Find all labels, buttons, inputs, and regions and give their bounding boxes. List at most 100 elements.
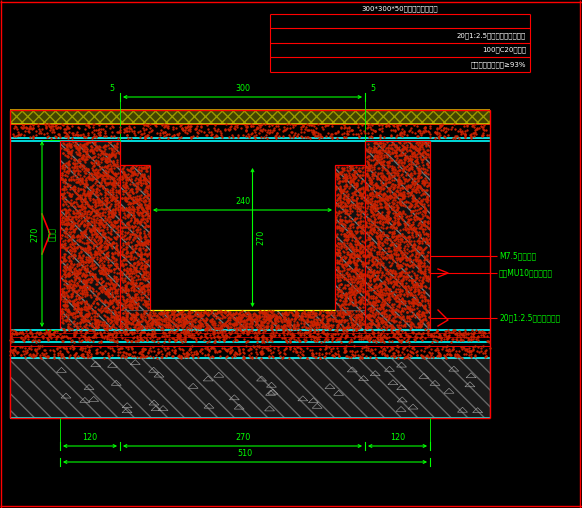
Point	[151, 308, 160, 316]
Point	[372, 183, 381, 191]
Point	[398, 237, 407, 245]
Point	[313, 319, 322, 327]
Point	[420, 259, 429, 267]
Point	[412, 347, 421, 355]
Point	[379, 332, 389, 340]
Point	[160, 128, 169, 136]
Point	[105, 240, 114, 248]
Point	[70, 313, 80, 322]
Point	[93, 224, 102, 232]
Point	[94, 266, 104, 274]
Point	[413, 273, 422, 281]
Point	[81, 268, 90, 276]
Point	[127, 168, 137, 176]
Point	[124, 200, 133, 208]
Point	[391, 216, 400, 225]
Point	[61, 132, 70, 140]
Point	[169, 328, 179, 336]
Point	[403, 260, 412, 268]
Point	[59, 333, 68, 341]
Point	[388, 345, 397, 353]
Point	[104, 329, 113, 337]
Point	[79, 332, 88, 340]
Point	[319, 320, 328, 328]
Point	[284, 335, 293, 343]
Point	[139, 218, 148, 226]
Point	[333, 183, 342, 192]
Point	[374, 321, 383, 329]
Point	[385, 140, 394, 148]
Point	[414, 127, 423, 135]
Point	[342, 327, 352, 335]
Point	[424, 303, 434, 311]
Point	[121, 321, 130, 329]
Point	[210, 333, 219, 341]
Point	[130, 232, 139, 240]
Point	[407, 194, 417, 202]
Point	[423, 212, 432, 220]
Point	[363, 182, 372, 190]
Point	[102, 150, 112, 158]
Point	[130, 282, 139, 290]
Point	[140, 235, 150, 243]
Point	[138, 197, 147, 205]
Point	[416, 281, 425, 290]
Point	[120, 316, 130, 325]
Point	[341, 327, 350, 335]
Point	[373, 310, 382, 318]
Point	[413, 295, 422, 303]
Point	[184, 324, 194, 332]
Point	[109, 187, 118, 196]
Point	[298, 133, 307, 141]
Point	[95, 242, 105, 250]
Point	[255, 123, 264, 131]
Point	[363, 252, 372, 261]
Point	[86, 190, 95, 198]
Point	[68, 129, 77, 137]
Point	[387, 205, 396, 213]
Point	[258, 321, 267, 329]
Point	[388, 239, 398, 247]
Point	[302, 310, 311, 318]
Point	[349, 293, 359, 301]
Point	[184, 350, 193, 358]
Point	[161, 321, 171, 329]
Point	[111, 222, 120, 230]
Point	[333, 209, 342, 217]
Point	[371, 288, 380, 296]
Point	[124, 175, 133, 183]
Point	[347, 126, 357, 134]
Point	[232, 336, 241, 344]
Point	[81, 207, 90, 215]
Point	[108, 312, 118, 321]
Point	[106, 220, 115, 229]
Point	[417, 293, 426, 301]
Point	[381, 192, 391, 200]
Point	[412, 274, 421, 282]
Point	[372, 263, 382, 271]
Point	[90, 316, 100, 324]
Text: 素土夯实，夯实度≥93%: 素土夯实，夯实度≥93%	[470, 61, 526, 68]
Point	[391, 219, 400, 227]
Point	[69, 228, 79, 236]
Point	[83, 312, 93, 321]
Point	[76, 299, 86, 307]
Point	[107, 194, 116, 202]
Point	[123, 290, 133, 298]
Point	[355, 318, 364, 326]
Point	[110, 217, 119, 226]
Point	[389, 323, 398, 331]
Point	[113, 179, 123, 187]
Point	[42, 353, 51, 361]
Point	[87, 204, 96, 212]
Point	[375, 305, 385, 313]
Point	[73, 231, 82, 239]
Point	[87, 269, 97, 277]
Point	[400, 234, 410, 242]
Point	[86, 227, 95, 235]
Point	[335, 352, 344, 360]
Point	[126, 328, 135, 336]
Point	[382, 192, 392, 200]
Point	[169, 324, 178, 332]
Point	[77, 263, 87, 271]
